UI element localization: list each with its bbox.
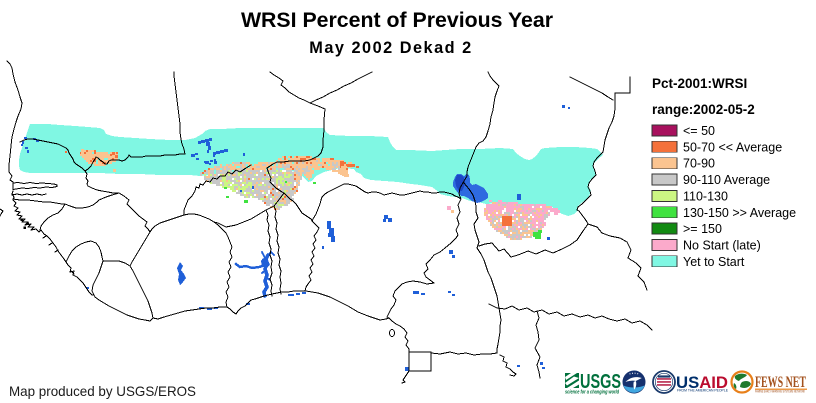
svg-text:50-70 << Average: 50-70 << Average	[683, 140, 782, 154]
svg-text:range:2002-05-2: range:2002-05-2	[652, 102, 755, 117]
svg-text:Map produced by USGS/EROS: Map produced by USGS/EROS	[9, 383, 196, 399]
svg-text:FEWS NET: FEWS NET	[755, 374, 806, 391]
svg-text:science for a changing world: science for a changing world	[565, 390, 620, 396]
svg-text:USAID: USAID	[676, 373, 728, 392]
svg-text:USGS: USGS	[580, 371, 621, 393]
svg-text:130-150 >> Average: 130-150 >> Average	[683, 206, 796, 220]
svg-text:FROM THE AMERICAN PEOPLE: FROM THE AMERICAN PEOPLE	[677, 389, 729, 393]
svg-text:>= 150: >= 150	[683, 222, 722, 236]
svg-text:90-110 Average: 90-110 Average	[683, 173, 770, 187]
svg-text:70-90: 70-90	[683, 157, 715, 171]
svg-text:No Start (late): No Start (late)	[683, 239, 761, 253]
svg-text:May 2002 Dekad 2: May 2002 Dekad 2	[309, 39, 472, 57]
svg-text:110-130: 110-130	[683, 189, 728, 203]
svg-text:<= 50: <= 50	[683, 124, 715, 138]
svg-text:FAMINE EARLY WARNING SYSTEMS N: FAMINE EARLY WARNING SYSTEMS NETWORK	[755, 390, 806, 394]
svg-text:Yet to Start: Yet to Start	[683, 255, 745, 269]
svg-text:Pct-2001:WRSI: Pct-2001:WRSI	[652, 76, 747, 91]
svg-text:WRSI Percent of Previous Year: WRSI Percent of Previous Year	[241, 8, 553, 32]
